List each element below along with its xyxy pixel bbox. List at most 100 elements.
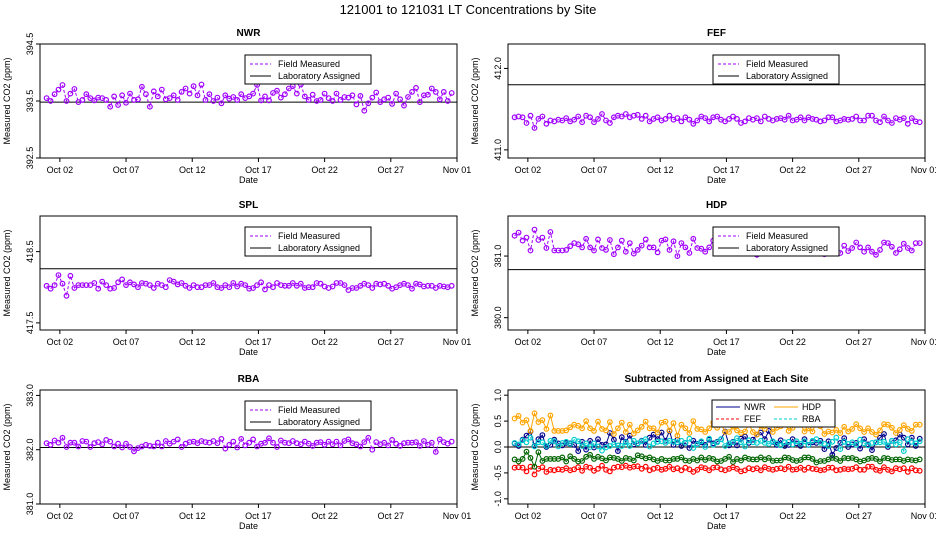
data-point — [900, 465, 907, 472]
data-point — [618, 443, 625, 449]
y-tick-label: 418.5 — [25, 240, 35, 263]
data-point — [539, 113, 546, 120]
data-point — [309, 284, 316, 291]
data-point — [682, 244, 689, 251]
data-point — [857, 425, 863, 432]
data-point — [448, 438, 455, 445]
data-point — [889, 120, 895, 126]
data-point — [603, 457, 609, 464]
data-point — [587, 114, 593, 121]
y-tick-label: 381.0 — [25, 493, 35, 516]
data-point — [547, 229, 554, 235]
data-point — [43, 282, 50, 289]
data-point — [365, 434, 372, 441]
data-point — [642, 236, 649, 243]
data-point — [670, 438, 677, 445]
data-point — [587, 451, 593, 458]
y-tick-label: 392.5 — [25, 147, 35, 170]
x-tick-label: Oct 22 — [311, 511, 338, 521]
data-point — [611, 431, 617, 437]
plot-area — [40, 81, 457, 114]
data-point — [575, 241, 582, 248]
data-point — [730, 113, 736, 120]
data-point — [618, 113, 625, 120]
data-point — [813, 436, 820, 443]
plot-frame — [507, 215, 926, 331]
x-tick-label: Oct 12 — [179, 165, 206, 175]
data-point — [591, 247, 597, 254]
data-point — [857, 244, 863, 251]
data-point — [670, 420, 677, 427]
data-point — [686, 435, 693, 442]
data-point — [912, 443, 919, 449]
data-point — [519, 419, 526, 426]
data-point — [341, 282, 348, 289]
data-point — [845, 444, 852, 450]
data-point — [750, 429, 756, 435]
data-point — [861, 117, 867, 124]
data-point — [178, 280, 185, 286]
data-point — [742, 118, 748, 125]
data-point — [702, 444, 709, 450]
data-point — [781, 454, 788, 461]
data-point — [634, 246, 641, 253]
data-point — [266, 435, 272, 442]
data-point — [710, 456, 717, 462]
data-point — [297, 280, 304, 287]
data-point — [428, 439, 435, 446]
x-axis-label: Date — [239, 175, 258, 185]
data-point — [531, 124, 538, 131]
data-point — [734, 442, 740, 449]
data-point — [254, 443, 261, 450]
data-point — [841, 435, 848, 442]
data-point — [698, 426, 705, 433]
data-point — [861, 466, 867, 473]
data-point — [885, 117, 891, 124]
data-point — [785, 438, 792, 445]
data-point — [785, 463, 792, 470]
legend: Field Measured Laboratory Assigned — [244, 226, 372, 257]
data-point — [579, 443, 585, 449]
legend: NWR FEF HDP RBA — [711, 399, 836, 428]
data-point — [523, 234, 530, 241]
x-tick-label: Oct 07 — [581, 165, 608, 175]
data-point — [107, 438, 114, 445]
data-point — [706, 118, 713, 125]
data-point — [698, 245, 705, 252]
data-point — [154, 93, 161, 100]
data-point — [222, 445, 229, 452]
y-tick-label: 381.0 — [493, 245, 503, 268]
data-point — [599, 111, 605, 117]
y-tick-label: 393.5 — [25, 90, 35, 113]
data-point — [115, 440, 121, 447]
x-tick-label: Oct 27 — [378, 337, 405, 347]
data-point — [166, 95, 173, 101]
data-point — [317, 96, 324, 103]
data-point — [389, 437, 396, 443]
data-point — [916, 467, 923, 474]
data-point — [539, 464, 546, 471]
data-point — [523, 417, 530, 424]
data-point — [409, 88, 415, 95]
data-point — [873, 456, 879, 462]
data-point — [622, 429, 629, 435]
legend-box — [244, 400, 372, 431]
data-point — [881, 455, 887, 461]
data-point — [785, 112, 792, 119]
legend: Field Measured Laboratory Assigned — [712, 54, 840, 85]
data-point — [230, 280, 237, 286]
data-point — [857, 445, 863, 452]
plot-area — [40, 434, 457, 455]
data-point — [622, 111, 629, 117]
data-point — [595, 443, 601, 450]
data-point — [706, 244, 713, 251]
data-point — [734, 115, 740, 122]
data-point — [742, 443, 748, 450]
data-point — [194, 92, 201, 99]
data-point — [305, 96, 312, 103]
data-point — [885, 240, 891, 247]
data-point — [425, 91, 431, 98]
data-point — [55, 439, 62, 446]
data-point — [547, 412, 554, 419]
